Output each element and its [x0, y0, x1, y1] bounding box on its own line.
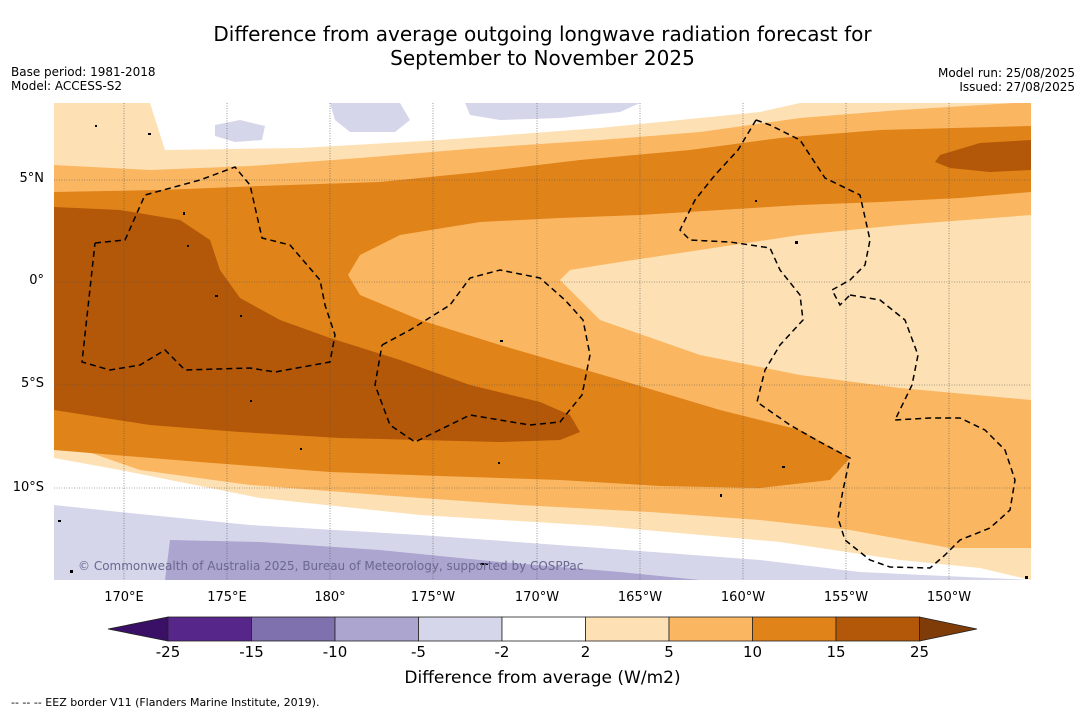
colorbar-bin-2 — [251, 616, 336, 642]
colorbar-bin-4 — [418, 616, 503, 642]
band-15-to-25-east — [935, 140, 1031, 172]
island — [250, 400, 252, 402]
island — [148, 133, 151, 135]
eez-border-east-loop — [679, 119, 1016, 569]
model-name: Model: ACCESS-S2 — [11, 79, 123, 93]
base-period: Base period: 1981-2018 — [11, 65, 156, 79]
colorbar-tick: 15 — [826, 643, 846, 661]
island — [187, 245, 189, 247]
map-title-line2: September to November 2025 — [390, 46, 695, 70]
colorbar-bin-9 — [835, 616, 920, 642]
island — [95, 125, 97, 127]
island — [480, 563, 488, 565]
lon-label-170w: 170°W — [514, 590, 560, 605]
islands — [58, 125, 1028, 579]
colorbar-tick: -15 — [239, 643, 264, 661]
eez-border-east-north — [755, 119, 919, 421]
colorbar-bin-8 — [752, 616, 837, 642]
eez-footnote: -- -- -- EEZ border V11 (Flanders Marine… — [11, 696, 320, 709]
colorbar-tick: -25 — [155, 643, 181, 661]
island — [795, 241, 798, 244]
lat-label-5n: 5°N — [19, 171, 45, 186]
map-title-line1: Difference from average outgoing longwav… — [213, 22, 872, 46]
island — [1025, 576, 1028, 579]
island — [70, 570, 73, 573]
colorbar-label: Difference from average (W/m2) — [404, 668, 681, 688]
lat-label-5s: 5°S — [20, 376, 44, 391]
island — [720, 494, 722, 497]
colorbar-bin-7 — [668, 616, 753, 642]
colorbar-tick: 5 — [664, 643, 674, 661]
colorbar — [107, 616, 978, 642]
eez-border-west — [81, 166, 336, 373]
island — [183, 212, 185, 215]
eez-borders — [81, 119, 1016, 569]
colorbar-extend-high — [919, 616, 978, 642]
purple-patch-small — [215, 120, 265, 142]
colorbar-tick: -2 — [494, 643, 510, 661]
purple-band-south-mid — [165, 540, 700, 580]
island — [755, 200, 757, 202]
island — [240, 315, 242, 317]
colorbar-tick: 2 — [580, 643, 591, 661]
copyright-notice: © Commonwealth of Australia 2025, Bureau… — [78, 559, 584, 573]
island — [500, 340, 503, 342]
lon-label-155w: 155°W — [823, 590, 869, 605]
island — [58, 520, 61, 522]
lat-label-0: 0° — [29, 273, 44, 288]
meta-left: Base period: 1981-2018 Model: ACCESS-S2 — [11, 65, 156, 93]
model-run: Model run: 25/08/2025 — [937, 66, 1075, 80]
lon-label-165w: 165°W — [617, 590, 663, 605]
graticule — [54, 103, 1031, 580]
colorbar-bin-5 — [501, 616, 586, 642]
colorbar-tick: -10 — [322, 643, 348, 661]
lat-label-10s: 10°S — [12, 480, 44, 495]
colorbar-bin-3 — [334, 616, 419, 642]
lon-label-180: 180° — [314, 590, 346, 605]
colorbar-tick: -5 — [411, 643, 426, 661]
island — [300, 448, 302, 450]
lon-label-170e: 170°E — [104, 590, 144, 605]
colorbar-tick: 10 — [742, 643, 763, 661]
lon-label-150w: 150°W — [926, 590, 972, 605]
meta-right: Model run: 25/08/2025 Issued: 27/08/2025 — [938, 66, 1075, 94]
lon-label-175w: 175°W — [410, 590, 456, 605]
colorbar-extend-low — [107, 616, 169, 642]
lon-label-175e: 175°E — [207, 590, 247, 605]
purple-patch-north-east — [465, 103, 640, 120]
lon-label-160w: 160°W — [720, 590, 766, 605]
issued-date: Issued: 27/08/2025 — [959, 80, 1075, 94]
island — [215, 295, 218, 297]
map-panel — [54, 103, 1031, 580]
colorbar-tick: 25 — [909, 643, 930, 661]
purple-patch-north — [330, 103, 410, 132]
band-15-to-25 — [54, 207, 580, 442]
island — [782, 466, 785, 468]
colorbar-bin-1 — [167, 616, 252, 642]
colorbar-bin-6 — [585, 616, 670, 642]
eez-border-central — [374, 269, 591, 443]
island — [498, 462, 500, 464]
